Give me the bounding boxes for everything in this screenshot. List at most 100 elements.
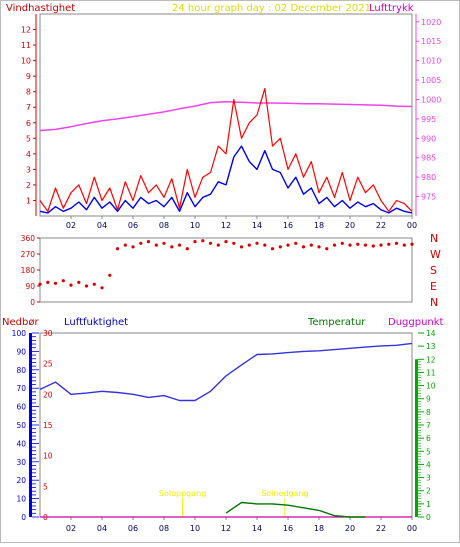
direction-compass-label: S: [430, 264, 437, 277]
direction-point: [247, 243, 251, 247]
pressure-y-tick-label: 1005: [421, 76, 441, 85]
direction-point: [100, 286, 104, 290]
direction-point: [301, 245, 306, 249]
humidity-label: Luftfuktighet: [64, 317, 128, 328]
temperature-y-tick-label: 1: [426, 500, 431, 509]
temperature-axis-bar: [415, 359, 418, 517]
direction-point: [387, 242, 391, 246]
bottom-x-tick-label: 22: [376, 524, 386, 533]
dewpoint-label: Duggpunkt: [388, 317, 444, 328]
pressure-y-tick-label: 985: [421, 154, 436, 163]
humidity-y-tick-label: 5: [43, 482, 48, 491]
temperature-y-tick-label: 5: [426, 447, 431, 456]
pressure-y-tick-label: 980: [421, 173, 436, 182]
pressure-series-line: [39, 101, 413, 132]
pressure-y-tick-label: 990: [421, 134, 436, 143]
direction-point: [123, 243, 127, 247]
precip-label: Nedbør: [2, 317, 39, 328]
chart-title: 24 hour graph day : 02 December 2021: [172, 3, 371, 14]
direction-point: [162, 241, 166, 245]
wind-y-tick-label: 7: [26, 103, 31, 112]
precip-y-tick-label: 50: [16, 421, 26, 430]
pressure-y-tick-label: 1015: [421, 37, 441, 46]
bottom-x-tick-label: 14: [252, 524, 262, 533]
humidity-y-tick-label: 25: [43, 360, 53, 369]
wind-y-tick-label: 9: [26, 72, 31, 81]
direction-point: [131, 245, 135, 249]
wind-y-tick-label: 8: [26, 88, 31, 97]
pressure-label: Lufttrykk: [369, 3, 414, 14]
precip-y-tick-label: 0: [21, 513, 26, 522]
top-x-tick-label: 22: [376, 221, 386, 230]
temperature-y-tick-label: 4: [426, 460, 431, 469]
direction-point: [294, 241, 298, 245]
precip-y-tick-label: 60: [16, 403, 26, 412]
direction-y-tick-label: 360: [21, 234, 36, 243]
direction-point: [402, 243, 406, 247]
direction-y-tick-label: 0: [30, 298, 35, 307]
top-x-tick-label: 10: [190, 221, 200, 230]
sunrise-annotation: Soloppgang: [159, 489, 206, 498]
direction-point: [239, 245, 244, 249]
direction-point: [69, 283, 73, 287]
top-x-tick-label: 14: [252, 221, 262, 230]
direction-point: [255, 241, 259, 245]
direction-compass-label: N: [430, 296, 438, 309]
wind-y-tick-label: 2: [26, 181, 31, 190]
direction-point: [340, 241, 344, 245]
top-x-tick-label: 02: [66, 221, 76, 230]
bottom-x-tick-label: 08: [159, 524, 169, 533]
sunset-annotation: Solnedgang: [261, 489, 308, 498]
direction-point: [177, 243, 182, 247]
top-x-tick-label: 20: [345, 221, 355, 230]
top-x-tick-label: 18: [314, 221, 324, 230]
precip-axis-bar: [29, 333, 32, 517]
bottom-x-tick-label: 16: [283, 524, 293, 533]
direction-point: [115, 247, 120, 251]
temperature-y-tick-label: 14: [426, 329, 436, 338]
direction-point: [309, 243, 313, 247]
wind-y-tick-label: 12: [21, 26, 31, 35]
bottom-x-tick-label: 00: [407, 524, 417, 533]
precip-y-tick-label: 10: [16, 495, 26, 504]
direction-y-tick-label: 180: [21, 266, 36, 275]
wind-y-tick-label: 1: [26, 196, 31, 205]
direction-point: [232, 241, 236, 245]
direction-point: [77, 280, 81, 284]
direction-point: [108, 273, 112, 277]
direction-point: [224, 240, 228, 244]
direction-point: [154, 243, 158, 247]
bottom-x-tick-label: 02: [66, 524, 76, 533]
wind-average-series-line: [39, 145, 413, 214]
humidity-y-tick-label: 10: [43, 452, 53, 461]
temperature-y-tick-label: 13: [426, 342, 436, 351]
direction-point: [61, 279, 65, 283]
direction-point: [216, 243, 220, 247]
wind-y-tick-label: 11: [21, 41, 31, 50]
bottom-x-tick-label: 20: [345, 524, 355, 533]
direction-point: [170, 245, 174, 249]
direction-compass-label: W: [430, 248, 441, 261]
top-x-tick-label: 04: [97, 221, 107, 230]
temperature-y-tick-label: 10: [426, 382, 436, 391]
temperature-y-tick-label: 0: [426, 513, 431, 522]
pressure-y-tick-label: 1000: [421, 95, 441, 104]
top-x-tick-label: 16: [283, 221, 293, 230]
wind-y-tick-label: 3: [26, 165, 31, 174]
direction-point: [410, 242, 414, 246]
direction-point: [348, 243, 352, 247]
temperature-y-tick-label: 3: [426, 474, 431, 483]
direction-point: [278, 245, 282, 249]
humidity-series-line: [39, 342, 413, 402]
temperature-y-tick-label: 9: [426, 395, 431, 404]
temperature-y-tick-label: 12: [426, 355, 436, 364]
direction-point: [201, 239, 205, 243]
direction-point: [139, 241, 143, 245]
wind-gust-series-line: [39, 87, 413, 212]
direction-point: [84, 284, 89, 288]
top-x-tick-label: 08: [159, 221, 169, 230]
